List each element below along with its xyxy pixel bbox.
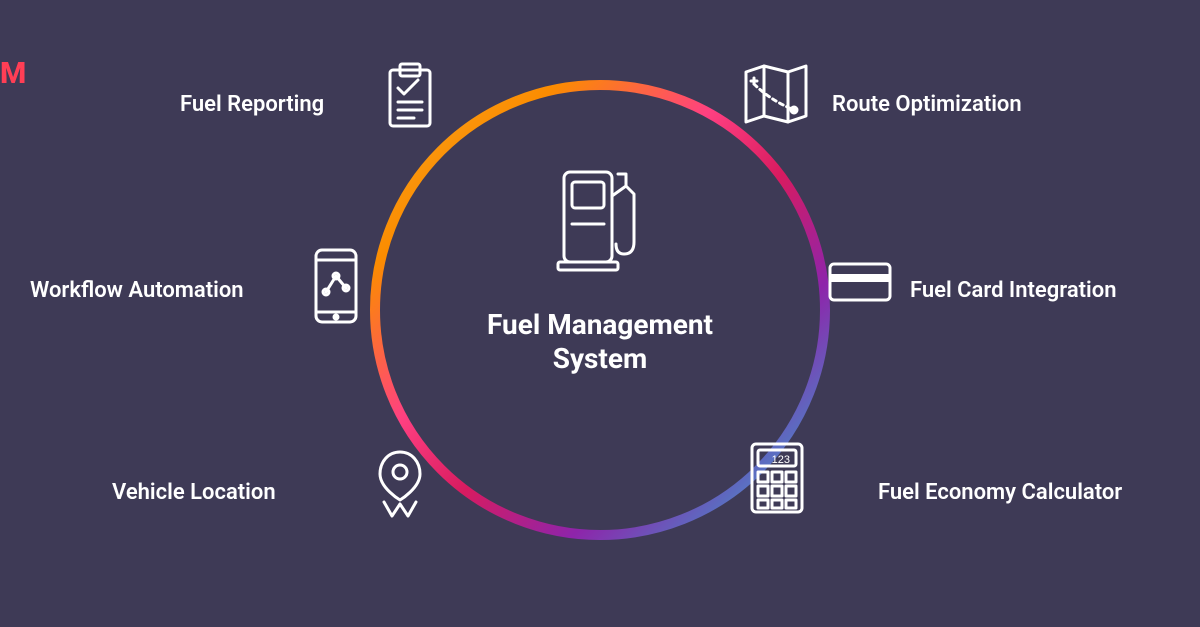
diagram-stage: M Fuel Management System — [0, 0, 1200, 627]
label-route-optimization: Route Optimization — [832, 92, 1022, 117]
label-fuel-economy-calculator: Fuel Economy Calculator — [878, 480, 1122, 505]
map-icon — [740, 60, 812, 128]
label-fuel-card-integration: Fuel Card Integration — [910, 278, 1117, 303]
label-fuel-reporting: Fuel Reporting — [180, 92, 324, 117]
center-title-line1: Fuel Management — [487, 308, 713, 341]
clipboard-icon — [380, 60, 440, 132]
calculator-icon: 123 — [746, 440, 808, 516]
fuel-pump-icon — [556, 162, 644, 272]
map-pin-icon — [370, 448, 430, 520]
label-workflow-automation: Workflow Automation — [30, 278, 244, 303]
phone-analytics-icon — [310, 246, 362, 326]
svg-text:123: 123 — [772, 454, 790, 466]
credit-card-icon — [826, 258, 894, 306]
center-title: Fuel Management System — [450, 308, 750, 375]
label-vehicle-location: Vehicle Location — [112, 480, 276, 505]
center-title-line2: System — [553, 342, 648, 375]
